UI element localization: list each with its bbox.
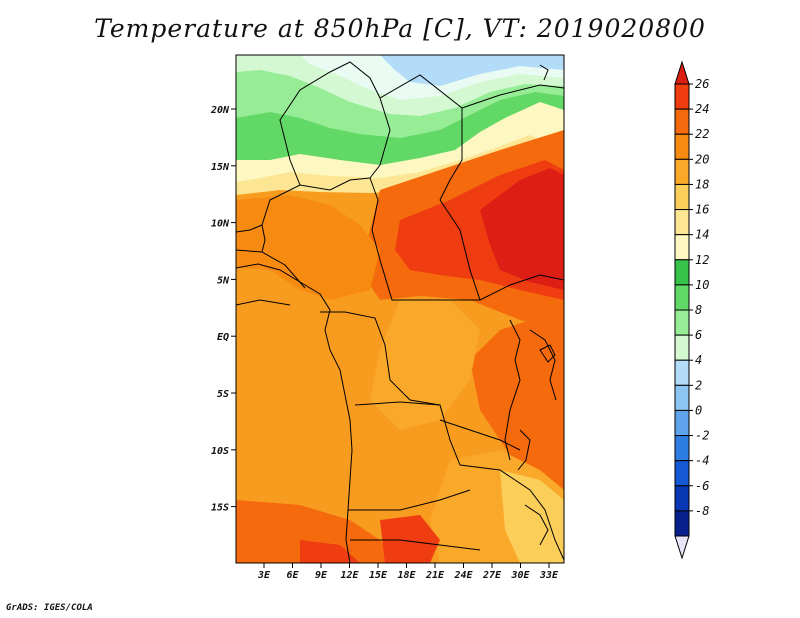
colorbar-label: 16 [695, 203, 709, 217]
colorbar-swatch [674, 460, 690, 487]
colorbar-top-arrow [674, 60, 690, 85]
colorbar-label: 2 [695, 378, 702, 392]
lon-label: 9E [315, 570, 328, 581]
lon-label: 21E [425, 570, 445, 581]
lat-label: 5N [217, 275, 230, 286]
colorbar-swatch [674, 108, 690, 135]
lon-label: 30E [510, 570, 530, 581]
lon-label: 24E [453, 570, 473, 581]
latitude-axis: 20N 15N 10N 5N EQ 5S 10S 15S [210, 105, 236, 514]
colorbar-swatch [674, 384, 690, 411]
lat-label: 5S [217, 389, 229, 400]
lon-label: 6E [286, 570, 299, 581]
colorbar-label: 20 [695, 152, 709, 166]
colorbar-label: 12 [695, 253, 709, 267]
credit-text: GrADS: IGES/COLA [6, 603, 93, 613]
colorbar-label: 26 [695, 77, 709, 91]
chart-title: Temperature at 850hPa [C], VT: 201902080… [94, 14, 706, 43]
colorbar-label: -2 [695, 429, 709, 443]
lon-label: 33E [539, 570, 559, 581]
map-frame [235, 54, 565, 564]
colorbar-label: 22 [695, 127, 709, 141]
colorbar-bottom-arrow [674, 535, 690, 560]
colorbar-label: 10 [695, 278, 709, 292]
colorbar-swatch [674, 284, 690, 311]
lon-label: 3E [257, 570, 271, 581]
colorbar-swatch [674, 435, 690, 462]
colorbar-swatch [674, 334, 690, 361]
lat-label: 20N [210, 105, 230, 116]
colorbar-swatch [674, 510, 690, 537]
colorbar-label: 24 [695, 102, 709, 116]
colorbar-label: 6 [695, 328, 702, 342]
colorbar-swatch [674, 409, 690, 437]
colorbar-label: -8 [695, 504, 709, 518]
country-borders [236, 61, 564, 563]
temperature-fill [236, 55, 564, 563]
colorbar-swatch [674, 359, 690, 386]
colorbar-label: -6 [695, 479, 709, 493]
colorbar-swatch [674, 83, 690, 110]
lat-label: 10N [211, 219, 230, 230]
colorbar-swatch [674, 158, 690, 185]
colorbar-swatch [674, 259, 690, 286]
lat-label: 10S [211, 446, 229, 457]
longitude-axis: 3E 6E 9E 12E 15E 18E 21E 24E 27E 30E 33E [257, 563, 559, 581]
lon-label: 15E [369, 570, 388, 581]
colorbar-label: 18 [695, 177, 709, 191]
colorbar-swatch [674, 209, 690, 236]
colorbar-swatch [674, 234, 690, 261]
colorbar-label: 14 [695, 228, 709, 242]
colorbar-label: 0 [695, 403, 702, 417]
lon-label: 27E [482, 570, 502, 581]
colorbar-label: -4 [695, 454, 709, 468]
colorbar-swatch [674, 485, 690, 512]
colorbar-swatch [674, 133, 690, 160]
lat-label: 15S [211, 503, 229, 514]
lat-label: EQ [217, 332, 229, 343]
colorbar-label: 8 [695, 303, 702, 317]
lat-label: 15N [211, 162, 230, 173]
colorbar-swatch [674, 309, 690, 336]
lon-label: 18E [397, 570, 416, 581]
colorbar-swatch [674, 183, 690, 211]
lon-label: 12E [340, 570, 359, 581]
colorbar-label: 4 [695, 353, 702, 367]
